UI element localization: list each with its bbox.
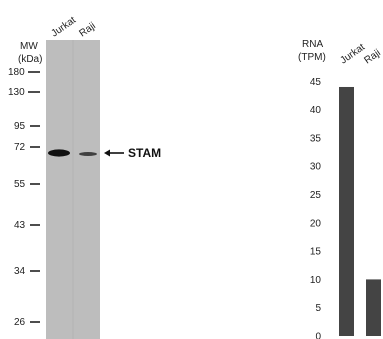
band-jurkat <box>48 149 70 157</box>
bar-jurkat <box>339 86 354 336</box>
bar-ytick-label: 35 <box>310 133 322 144</box>
mw-marker-34: 34 <box>14 266 26 277</box>
mw-marker-26: 26 <box>14 317 26 328</box>
mw-marker-43: 43 <box>14 220 26 231</box>
bar-ytick-label: 0 <box>315 332 321 339</box>
target-arrow-icon <box>104 149 124 157</box>
mw-marker-180: 180 <box>8 67 25 78</box>
mw-marker-72: 72 <box>14 142 26 153</box>
mw-marker-55: 55 <box>14 179 26 190</box>
bar-ylabel-line1: RNA <box>302 39 323 50</box>
band-raji <box>79 152 97 156</box>
target-protein-label: STAM <box>128 146 161 160</box>
western-blot-panel: Jurkat Raji MW (kDa) 180 130 95 72 55 43… <box>8 15 161 339</box>
mw-marker-130: 130 <box>8 87 25 98</box>
bar-y-axis: 45 40 35 30 25 20 15 10 5 0 <box>310 77 322 339</box>
mw-unit-label: (kDa) <box>18 54 42 65</box>
bar-ytick-label: 15 <box>310 247 322 258</box>
bar-ytick-label: 10 <box>310 275 322 286</box>
bar-ytick-label: 5 <box>315 303 321 314</box>
bar-category-label-jurkat: Jurkat <box>338 42 367 67</box>
mw-label: MW <box>20 41 38 52</box>
bar-raji <box>366 279 381 336</box>
bar-ytick-label: 20 <box>310 218 322 229</box>
lane-label-raji: Raji <box>77 21 97 40</box>
bar-ytick-label: 30 <box>310 162 322 173</box>
bar-ytick-label: 40 <box>310 105 322 116</box>
mw-marker-95: 95 <box>14 121 26 132</box>
lane-label-jurkat: Jurkat <box>49 15 78 40</box>
bar-series <box>339 86 381 336</box>
mw-marker-ticks <box>28 71 40 323</box>
bar-ytick-label: 45 <box>310 77 322 88</box>
bar-ylabel-line2: (TPM) <box>298 52 326 63</box>
bar-ytick-label: 25 <box>310 190 322 201</box>
